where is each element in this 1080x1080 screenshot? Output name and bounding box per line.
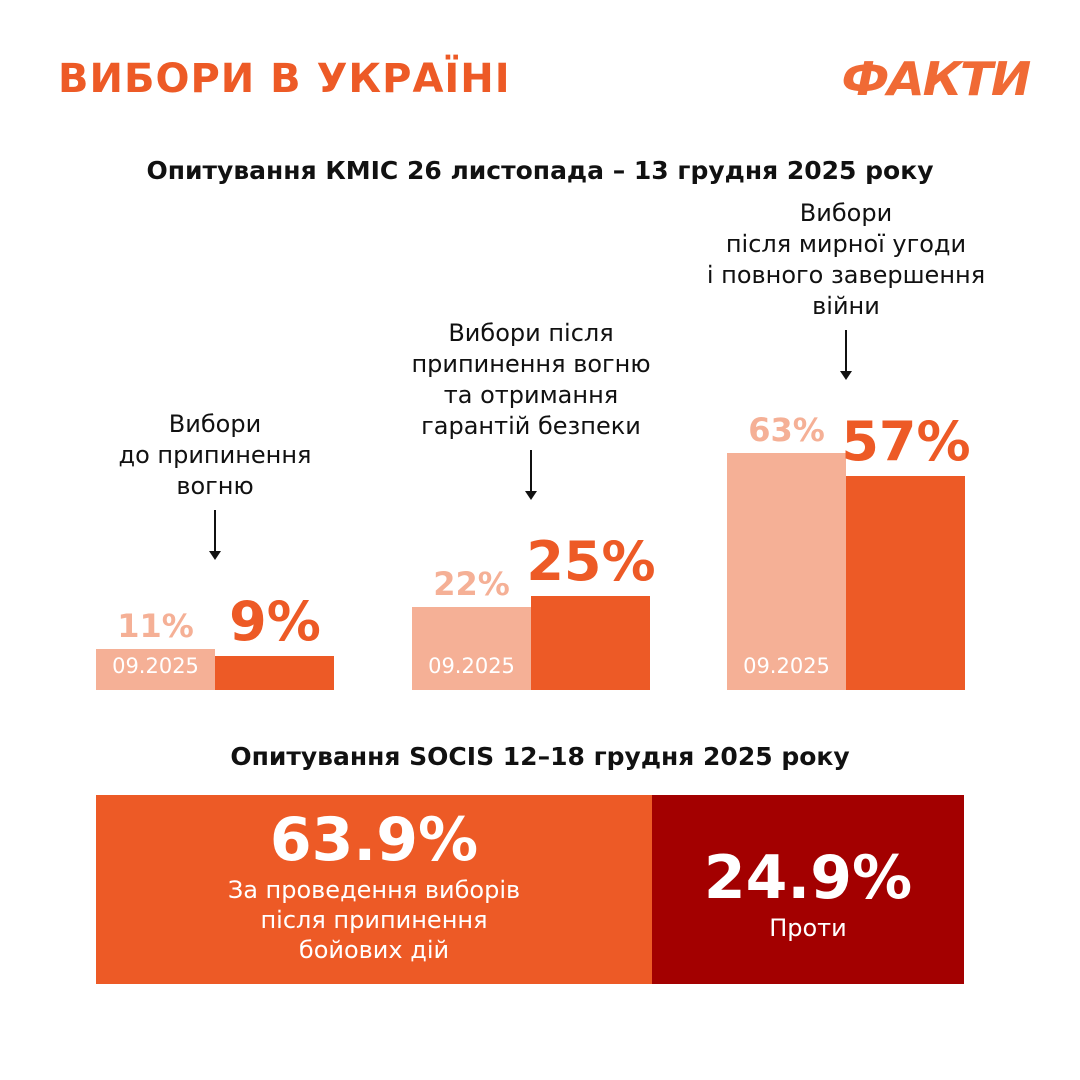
category-label: Вибори після мирної угоди і повного заверш… <box>676 198 1016 322</box>
current-value-label: 25% <box>526 530 656 593</box>
category-label-line: Вибори <box>799 198 893 227</box>
kmis-title: Опитування КМІС 26 листопада – 13 грудня… <box>146 156 934 185</box>
category-label-line: припинення вогню <box>411 350 651 378</box>
socis-description: За проведення виборів <box>227 876 521 904</box>
category-label: Вибори до припинення вогню <box>45 409 385 502</box>
category-label-line: вогню <box>176 472 254 501</box>
fakty-logo: ФАКТИ <box>841 52 1032 106</box>
bar-previous <box>96 648 215 690</box>
socis-description: Проти <box>769 914 847 942</box>
bar-previous <box>727 453 846 690</box>
socis-for-block: 63.9% За проведення виборів після припинен… <box>96 795 652 984</box>
socis-value: 63.9% <box>269 805 479 875</box>
category-label-line: і повного завершення <box>706 260 986 289</box>
bar-current <box>531 596 650 690</box>
current-value-label: 9% <box>229 590 321 654</box>
previous-value-label: 63% <box>748 411 825 450</box>
category-label-line: війни <box>812 291 880 320</box>
category-label-line: гарантій безпеки <box>421 412 641 440</box>
previous-date-label: 09.2025 <box>428 654 515 678</box>
category-label-line: Вибори після <box>448 319 614 347</box>
bar-previous <box>412 607 531 690</box>
socis-description: бойових дій <box>298 936 450 964</box>
previous-date-label: 09.2025 <box>743 654 830 678</box>
bar-current <box>215 656 334 690</box>
category-label-line: Вибори <box>168 410 262 439</box>
category-label-line: після мирної угоди <box>725 229 967 258</box>
category-label-line: до припинення <box>118 441 312 470</box>
bar-current <box>846 475 965 690</box>
page-title: ВИБОРИ В УКРАЇНІ <box>58 56 511 102</box>
previous-date-label: 09.2025 <box>112 654 199 678</box>
arrow-icon <box>840 329 852 380</box>
socis-description: після припинення <box>260 906 488 934</box>
previous-value-label: 22% <box>433 565 510 604</box>
arrow-icon <box>525 450 537 500</box>
socis-value: 24.9% <box>703 843 913 913</box>
category-label: Вибори після припинення вогню та отримання… <box>361 318 701 442</box>
arrow-icon <box>209 510 221 561</box>
socis-against-block: 24.9% Проти <box>652 795 964 984</box>
category-label-line: та отримання <box>443 381 619 409</box>
current-value-label: 57% <box>841 409 971 473</box>
previous-value-label: 11% <box>117 606 194 645</box>
socis-title: Опитування SOCIS 12–18 грудня 2025 року <box>230 742 850 771</box>
